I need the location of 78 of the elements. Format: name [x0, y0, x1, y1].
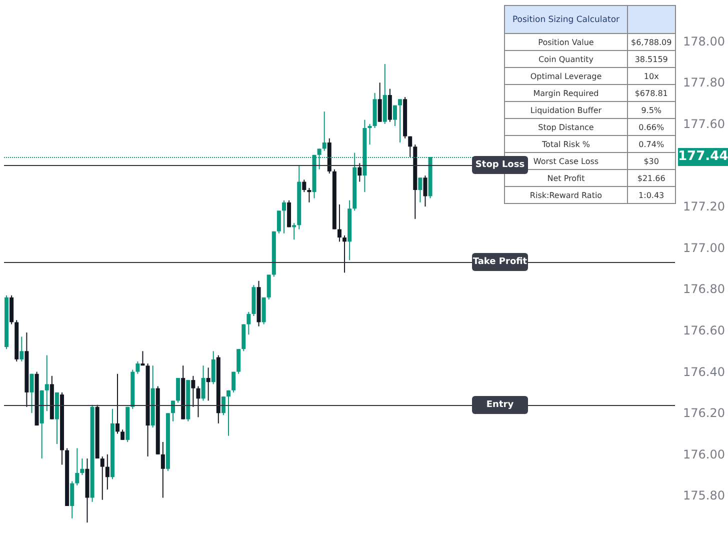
y-tick-label: 176.60	[683, 323, 726, 338]
candlestick	[20, 336, 24, 362]
annotation: 0.74%	[628, 136, 676, 152]
candlestick	[206, 367, 210, 402]
candlestick	[302, 179, 306, 193]
candlestick	[191, 375, 196, 408]
candlestick	[423, 175, 428, 208]
y-tick-label: 177.60	[683, 116, 726, 131]
annotation: 38.5159	[628, 50, 676, 68]
annotation: Optimal Leverage	[504, 68, 628, 84]
candlestick	[398, 98, 402, 144]
annotation: $21.66	[628, 170, 676, 186]
candlestick	[266, 274, 271, 300]
annotation: 9.5%	[628, 102, 676, 118]
candlestick	[408, 136, 412, 158]
candlestick	[378, 82, 382, 122]
candlestick	[322, 111, 326, 152]
candlestick	[105, 454, 110, 490]
candlestick	[100, 456, 104, 500]
candlestick	[276, 210, 281, 234]
annotation: Net Profit	[504, 170, 628, 186]
candlestick	[358, 162, 362, 182]
annotation: $6,788.09	[628, 34, 676, 50]
annotation: Liquidation Buffer	[504, 102, 628, 118]
annotation: Total Risk %	[504, 136, 628, 152]
annotation: $678.81	[628, 84, 676, 102]
candlestick	[140, 350, 145, 366]
candlestick	[418, 177, 422, 203]
y-tick-label: 178.00	[683, 34, 726, 48]
annotation: Risk:Reward Ratio	[504, 186, 628, 204]
candlestick	[246, 311, 251, 336]
label-tag: Stop Loss	[472, 156, 528, 174]
y-tick-label: 176.40	[683, 364, 726, 379]
annotation: 1:0.43	[628, 186, 676, 204]
annotation: 0.66%	[628, 118, 676, 136]
y-tick-label: 175.80	[683, 488, 726, 503]
y-tick-label: 176.80	[683, 282, 726, 296]
candlestick	[307, 187, 312, 203]
candlestick	[171, 400, 175, 422]
annotation: Worst Case Loss	[533, 156, 599, 166]
candlestick	[368, 123, 372, 146]
candlestick	[226, 390, 230, 436]
candlestick	[160, 441, 165, 498]
candlestick	[80, 458, 84, 476]
candlestick	[292, 222, 296, 240]
candlestick	[116, 373, 120, 434]
y-tick-label: 177.20	[683, 200, 726, 214]
candlestick	[75, 448, 80, 486]
candlestick	[30, 373, 34, 414]
candlestick	[176, 377, 180, 404]
y-tick-label: 177.00	[683, 240, 726, 255]
candlestick	[136, 360, 140, 374]
candlestick	[211, 350, 216, 385]
candlestick	[232, 371, 236, 393]
candlestick	[236, 348, 241, 374]
y-tick-label: 176.00	[683, 447, 726, 462]
annotation: Coin Quantity	[504, 50, 628, 68]
ref-line-label: 177.44	[678, 148, 728, 166]
label-tag: Take Profit	[472, 253, 528, 272]
text: Position Sizing Calculator	[504, 6, 628, 34]
candlestick	[201, 365, 206, 402]
candlestick	[392, 104, 397, 126]
candlestick	[342, 234, 347, 274]
annotation: Stop Distance	[504, 118, 628, 136]
y-tick-label: 177.80	[683, 76, 726, 90]
candlestick	[70, 480, 74, 519]
candlestick	[221, 396, 226, 416]
y-tick-label: 176.20	[683, 406, 726, 420]
annotation: 10x	[628, 68, 676, 84]
candlestick	[120, 429, 125, 440]
label-tag: Entry	[472, 396, 528, 414]
annotation: Margin Required	[504, 84, 628, 102]
candlestick	[282, 200, 286, 234]
annotation: $30	[628, 152, 676, 170]
candlestick	[44, 354, 49, 412]
candlestick	[337, 204, 342, 242]
candlestick	[196, 386, 200, 418]
annotation: Position Value	[504, 34, 628, 50]
